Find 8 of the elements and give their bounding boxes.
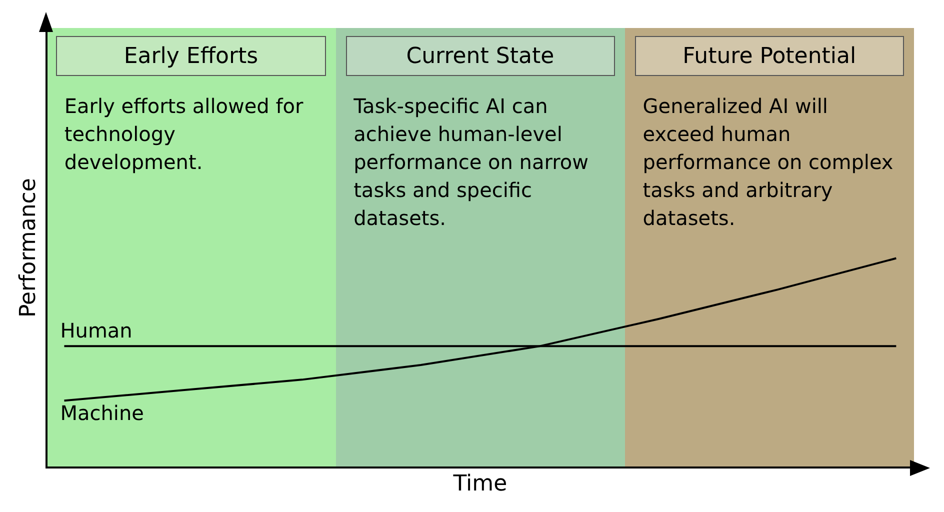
y-axis-title: Performance xyxy=(16,178,41,318)
shaded-panel: Future Potential Generalized AI will exceed human performance on complex tasks and arbitrary datasets. xyxy=(624,28,914,468)
series-label: Human xyxy=(60,318,132,342)
shaded-panel: Current State Task-specific AI can achieve human-level performance on narrow tasks and specific datasets. xyxy=(336,28,625,468)
x-axis-title: Time xyxy=(452,472,508,497)
text: Task-specific AI can achieve human-level performance on narrow tasks and specific datasets. xyxy=(354,93,590,232)
text: Current State xyxy=(346,36,615,76)
series-label: Machine xyxy=(60,400,144,425)
